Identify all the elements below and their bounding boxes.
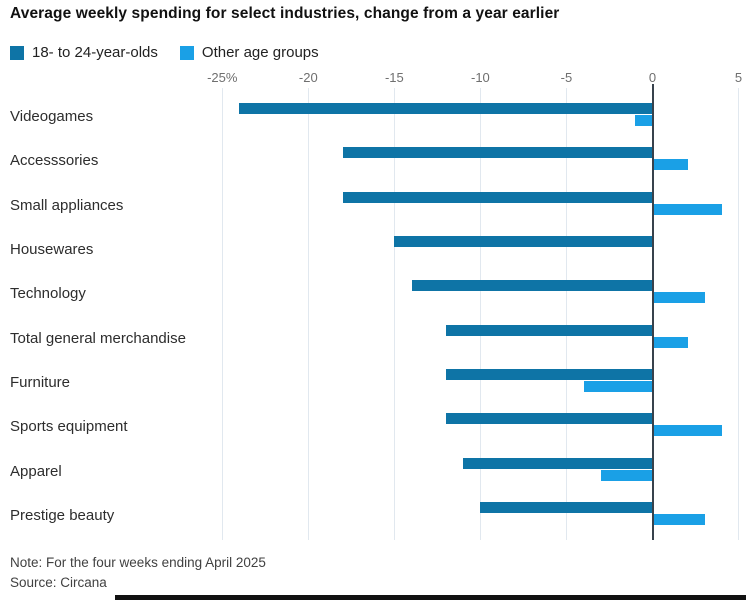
legend-label: Other age groups bbox=[201, 44, 319, 61]
category-label: Sports equipment bbox=[10, 418, 128, 436]
bar-secondary bbox=[653, 203, 723, 215]
category-label: Total general merchandise bbox=[10, 329, 186, 347]
legend-item-other: Other age groups bbox=[179, 44, 319, 61]
category-label: Videogames bbox=[10, 108, 94, 125]
chart-legend: 18- to 24-year-olds Other age groups bbox=[10, 44, 319, 61]
bar-secondary bbox=[653, 514, 706, 526]
bar-primary bbox=[411, 280, 653, 292]
category-label: Prestige beauty bbox=[10, 507, 115, 525]
category-label: Furniture bbox=[10, 374, 71, 392]
x-axis-tick-label: -10 bbox=[470, 70, 490, 85]
x-axis-tick-label: -5 bbox=[560, 70, 573, 85]
x-axis-tick-label: -15 bbox=[384, 70, 404, 85]
x-axis-tick-label: 5 bbox=[734, 70, 743, 85]
bar-secondary bbox=[653, 292, 706, 304]
x-axis-tick-label: 0 bbox=[648, 70, 657, 85]
bar-primary bbox=[463, 457, 653, 469]
bar-primary bbox=[239, 103, 653, 114]
bottom-divider bbox=[115, 595, 746, 600]
chart-note: Note: For the four weeks ending April 20… bbox=[10, 555, 266, 570]
bar-primary bbox=[480, 502, 653, 514]
category-label: Technology bbox=[10, 285, 86, 303]
legend-swatch-light bbox=[179, 45, 194, 60]
gridline bbox=[221, 88, 223, 540]
category-label: Small appliances bbox=[10, 196, 124, 214]
bar-secondary bbox=[653, 336, 688, 348]
bar-secondary bbox=[600, 469, 653, 481]
x-axis-tick-label: -25% bbox=[207, 70, 238, 85]
gridline bbox=[738, 88, 740, 540]
gridline bbox=[479, 88, 481, 540]
gridline bbox=[393, 88, 395, 540]
zero-axis-line bbox=[651, 84, 654, 540]
bar-secondary bbox=[653, 425, 723, 437]
bar-primary bbox=[394, 236, 653, 248]
gridline bbox=[565, 88, 567, 540]
bar-secondary bbox=[583, 381, 653, 393]
category-label: Apparel bbox=[10, 462, 62, 480]
legend-swatch-dark bbox=[10, 45, 24, 60]
legend-label: 18- to 24-year-olds bbox=[32, 44, 158, 61]
chart-title: Average weekly spending for select indus… bbox=[10, 5, 560, 22]
bar-primary bbox=[445, 413, 653, 425]
bar-primary bbox=[342, 191, 653, 203]
legend-item-18-24: 18- to 24-year-olds bbox=[10, 44, 158, 61]
bar-primary bbox=[445, 369, 653, 381]
gridline bbox=[307, 88, 309, 540]
x-axis-tick-label: -20 bbox=[298, 70, 318, 85]
bar-secondary bbox=[635, 115, 653, 126]
bar-primary bbox=[445, 324, 653, 336]
bar-secondary bbox=[653, 159, 688, 171]
chart-source: Source: Circana bbox=[10, 575, 107, 590]
bar-primary bbox=[342, 147, 653, 159]
category-label: Housewares bbox=[10, 241, 94, 259]
category-label: Accesssories bbox=[10, 152, 99, 170]
